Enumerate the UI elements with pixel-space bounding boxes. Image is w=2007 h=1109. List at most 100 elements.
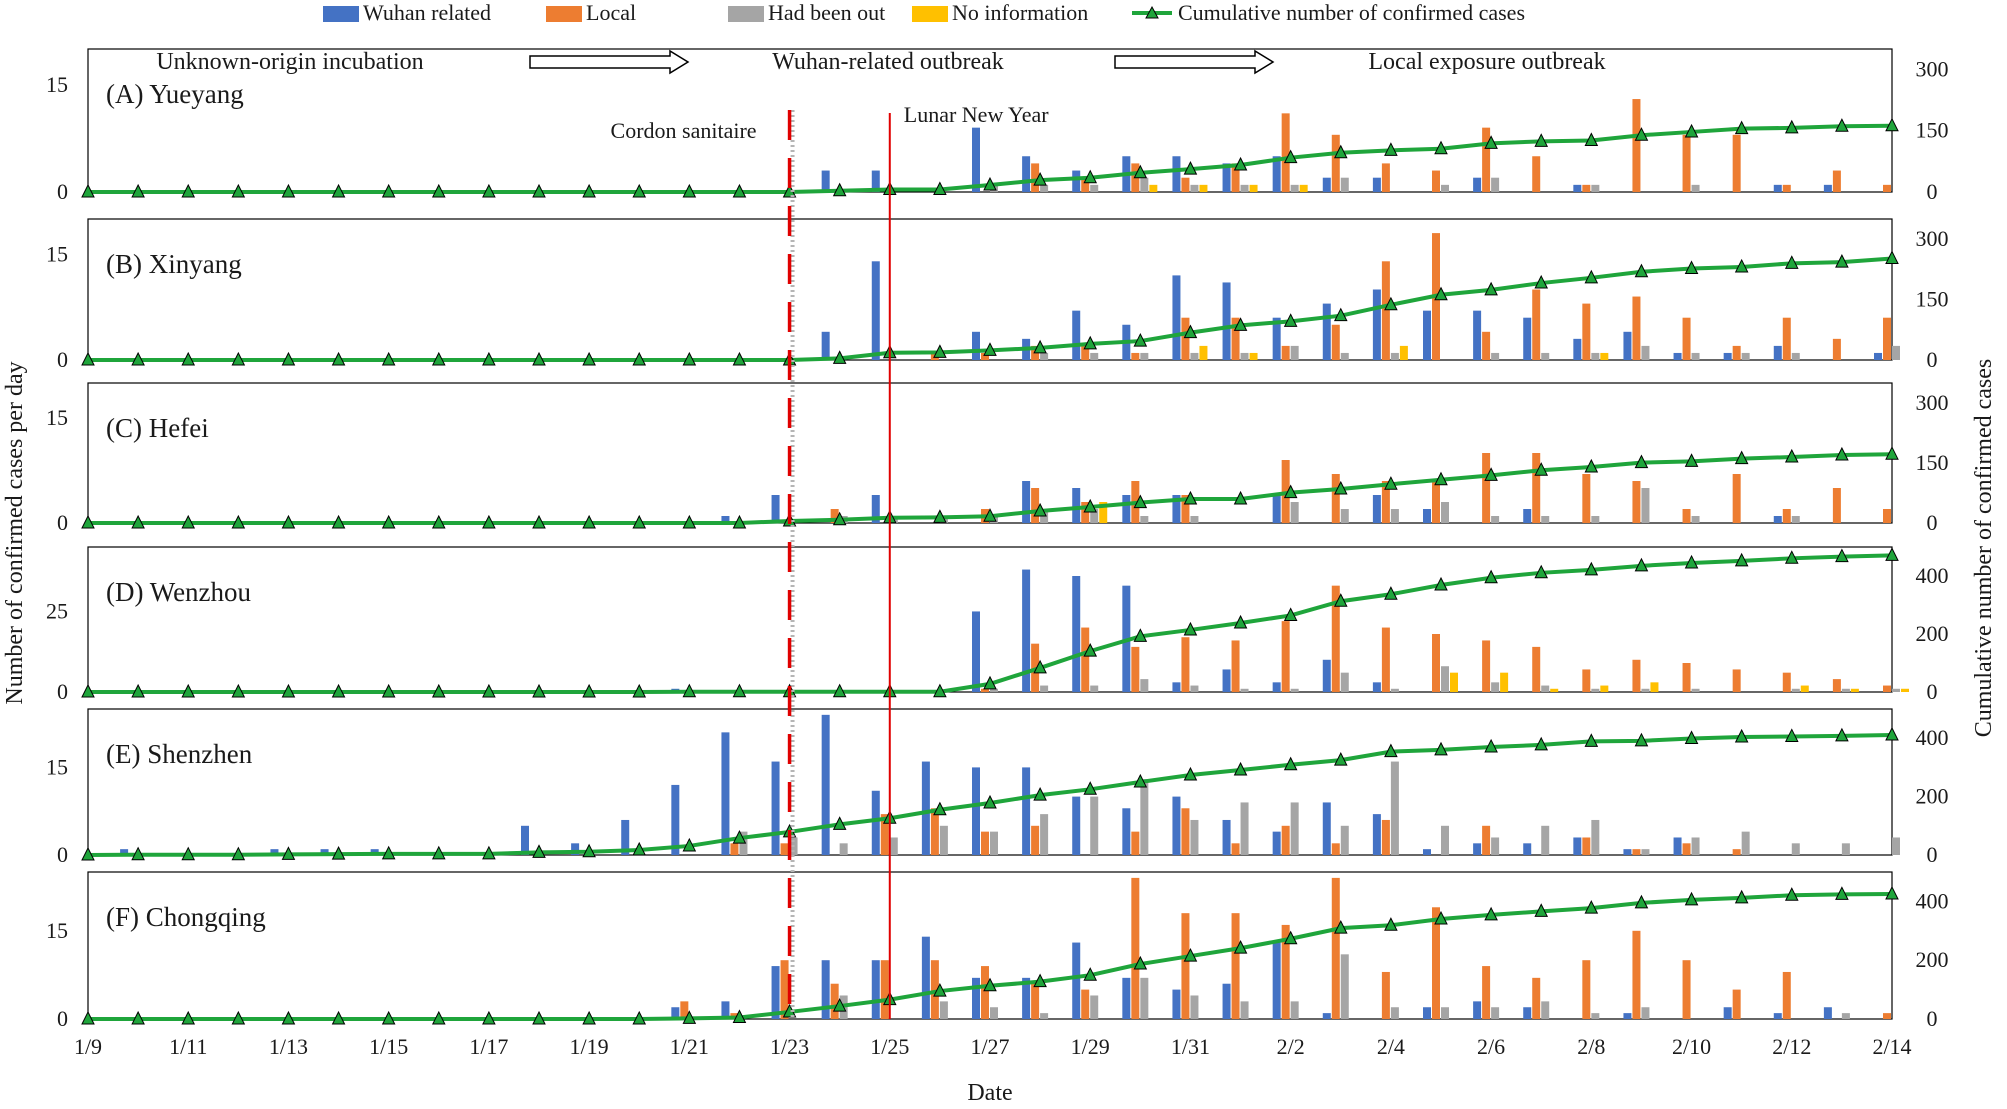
cumulative-marker xyxy=(1233,614,1248,629)
panel-title-d-wenzhou: (D) Wenzhou xyxy=(106,577,252,607)
bar-local xyxy=(1081,177,1090,192)
bar-wuhan-related xyxy=(1372,177,1381,192)
bar-wuhan-related xyxy=(1222,983,1231,1019)
left-tick-label-f-chongqing: 15 xyxy=(46,918,68,943)
bar-wuhan-related xyxy=(1322,659,1331,692)
cumulative-marker xyxy=(1133,773,1148,788)
cumulative-marker xyxy=(381,845,396,860)
left-tick-label-c-hefei: 15 xyxy=(46,405,68,430)
bar-wuhan-related xyxy=(871,261,880,360)
cumulative-marker xyxy=(832,182,847,197)
bar-local xyxy=(1081,345,1090,360)
bar-wuhan-related xyxy=(1773,345,1782,360)
bar-wuhan-related xyxy=(871,170,880,192)
cumulative-marker xyxy=(1835,886,1849,900)
left-tick-label-a-yueyang: 0 xyxy=(57,179,68,204)
bar-had-been-out xyxy=(1441,502,1449,523)
bar-local xyxy=(1732,989,1741,1019)
bar-wuhan-related xyxy=(1773,1013,1782,1019)
cumulative-marker xyxy=(281,514,296,529)
bar-local xyxy=(1883,509,1891,523)
bar-local xyxy=(1131,646,1140,692)
bar-no-information xyxy=(1249,184,1258,192)
bar-local xyxy=(1782,971,1791,1019)
cumulative-marker xyxy=(532,183,546,198)
bar-had-been-out xyxy=(1541,1001,1550,1019)
cumulative-marker xyxy=(632,351,647,366)
bar-had-been-out xyxy=(1491,1007,1500,1019)
bar-had-been-out xyxy=(1541,352,1550,360)
cumulative-marker xyxy=(1384,743,1398,758)
bar-wuhan-related xyxy=(671,784,680,855)
cumulative-marker xyxy=(1384,296,1398,311)
bar-wuhan-related xyxy=(1172,989,1181,1019)
bar-had-been-out xyxy=(1441,825,1449,855)
cumulative-marker xyxy=(1484,281,1498,296)
cumulative-marker xyxy=(482,845,496,860)
bar-wuhan-related xyxy=(821,960,830,1019)
x-tick-label: 1/29 xyxy=(1071,1034,1110,1059)
cumulative-marker xyxy=(1183,947,1198,962)
cumulative-marker xyxy=(482,514,496,529)
bar-wuhan-related xyxy=(1072,170,1081,192)
bar-wuhan-related xyxy=(1322,802,1331,855)
cumulative-marker xyxy=(231,1010,246,1025)
bar-wuhan-related xyxy=(1072,488,1081,523)
x-tick-label: 2/10 xyxy=(1672,1034,1711,1059)
bar-local xyxy=(981,831,989,855)
bar-had-been-out xyxy=(1491,177,1500,192)
bar-wuhan-related xyxy=(1122,495,1131,523)
bar-local xyxy=(1832,679,1841,692)
bar-local xyxy=(1131,831,1140,855)
bar-local xyxy=(1181,177,1190,192)
cumulative-marker xyxy=(632,1010,647,1025)
cumulative-marker xyxy=(381,683,396,698)
bar-local xyxy=(1682,509,1691,523)
bar-wuhan-related xyxy=(1122,977,1131,1019)
left-tick-label-f-chongqing: 0 xyxy=(57,1006,68,1031)
cumulative-marker xyxy=(1484,906,1498,921)
bar-had-been-out xyxy=(1140,352,1149,360)
bar-local xyxy=(1331,324,1340,360)
bar-local xyxy=(1231,163,1240,192)
bar-wuhan-related xyxy=(1022,156,1031,192)
bar-had-been-out xyxy=(1040,184,1049,192)
cumulative-marker xyxy=(532,351,546,366)
bar-local xyxy=(1532,646,1541,692)
right-tick-label-e-shenzhen: 0 xyxy=(1927,842,1938,867)
cumulative-marker xyxy=(1734,552,1749,567)
cumulative-marker xyxy=(732,829,747,844)
cumulative-marker xyxy=(431,514,446,529)
bar-local xyxy=(1782,672,1791,692)
bar-had-been-out xyxy=(1240,352,1249,360)
bar-had-been-out xyxy=(1791,516,1800,523)
bar-had-been-out xyxy=(1190,184,1199,192)
bar-local xyxy=(1482,966,1491,1019)
cumulative-marker xyxy=(1584,561,1599,576)
bar-local xyxy=(1682,317,1691,360)
bar-local xyxy=(1532,977,1541,1019)
cumulative-marker xyxy=(81,351,95,366)
bar-had-been-out xyxy=(1591,688,1600,692)
bar-wuhan-related xyxy=(721,1001,730,1019)
left-tick-label-a-yueyang: 15 xyxy=(46,72,68,97)
cumulative-marker xyxy=(682,683,697,698)
cumulative-marker xyxy=(1835,253,1849,268)
panel-title-e-shenzhen: (E) Shenzhen xyxy=(106,739,253,769)
bar-no-information xyxy=(1199,184,1208,192)
bar-local xyxy=(1131,352,1140,360)
cumulative-marker xyxy=(1784,119,1799,134)
cumulative-marker xyxy=(1434,471,1448,486)
cumulative-marker xyxy=(131,683,145,698)
cumulative-marker xyxy=(682,837,697,852)
right-tick-label-a-yueyang: 0 xyxy=(1927,179,1938,204)
left-tick-label-c-hefei: 0 xyxy=(57,510,68,535)
cumulative-marker xyxy=(1484,135,1498,149)
cumulative-marker xyxy=(732,351,747,366)
bar-had-been-out xyxy=(1140,177,1149,192)
cumulative-marker xyxy=(933,683,947,698)
legend-swatch-had-been-out xyxy=(728,6,764,22)
cumulative-marker xyxy=(1333,920,1348,934)
cumulative-marker xyxy=(933,344,947,358)
